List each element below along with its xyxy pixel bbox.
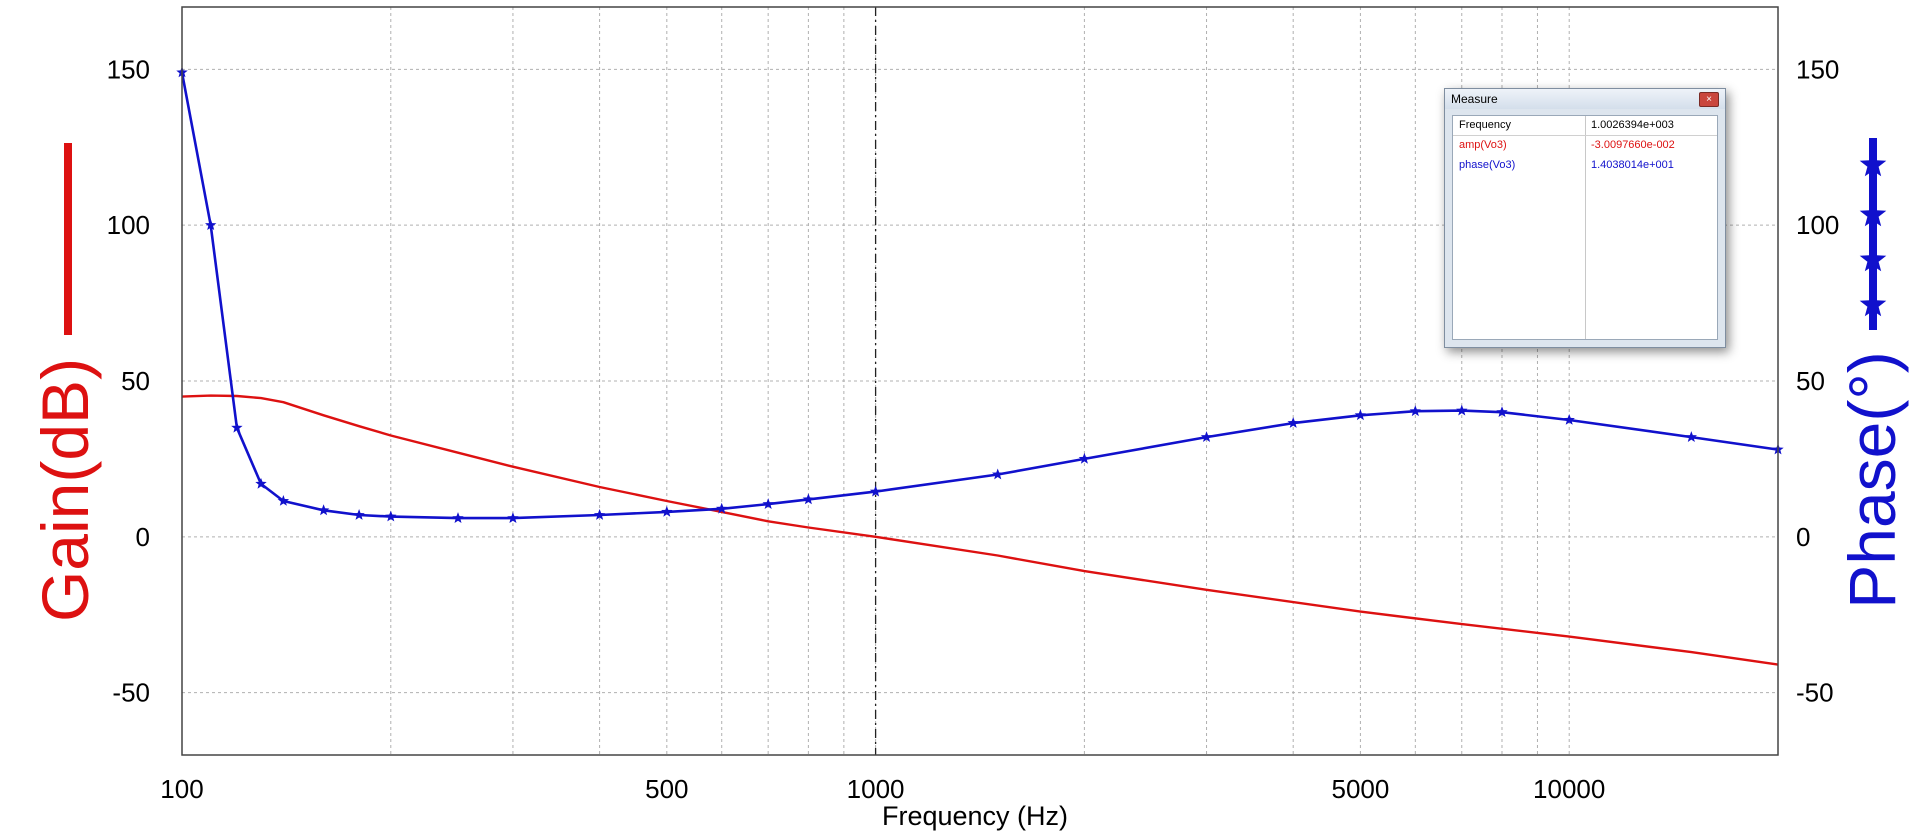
phase-marker (661, 506, 672, 517)
measure-title: Measure (1451, 92, 1498, 106)
y-tick-label-left: 0 (136, 522, 150, 552)
measure-titlebar[interactable]: Measure × (1445, 89, 1725, 109)
phase-legend-line (1860, 138, 1887, 330)
phase-marker (1410, 405, 1421, 416)
phase-marker (353, 509, 364, 520)
y-tick-label-right: 50 (1796, 366, 1825, 396)
measure-table: Frequency 1.0026394e+003 amp(Vo3) -3.009… (1452, 115, 1718, 340)
measure-window[interactable]: Measure × Frequency 1.0026394e+003 amp(V… (1444, 88, 1726, 348)
phase-marker (1288, 417, 1299, 428)
row-value: 1.0026394e+003 (1591, 116, 1674, 135)
x-tick-label: 100 (160, 774, 203, 804)
y-tick-label-right: 150 (1796, 54, 1839, 84)
row-name: amp(Vo3) (1459, 136, 1507, 155)
y-tick-label-right: -50 (1796, 678, 1834, 708)
phase-marker (507, 512, 518, 523)
phase-marker (1686, 431, 1697, 442)
table-row: Frequency 1.0026394e+003 (1453, 116, 1717, 136)
phase-marker (1355, 409, 1366, 420)
gain-line (182, 396, 1778, 665)
left-tick-labels: 150 100 50 0 -50 (107, 54, 150, 707)
left-axis-title-group: Gain(dB) (28, 143, 102, 622)
row-name: phase(Vo3) (1459, 156, 1515, 175)
y-tick-label-left: 100 (107, 210, 150, 240)
phase-marker (452, 512, 463, 523)
right-tick-labels: 150 100 50 0 -50 (1796, 54, 1839, 707)
y-tick-label-right: 0 (1796, 522, 1810, 552)
x-axis-title: Frequency (Hz) (882, 801, 1068, 831)
x-tick-label: 10000 (1533, 774, 1605, 804)
phase-marker (1456, 405, 1467, 416)
row-name: Frequency (1459, 116, 1511, 135)
y-tick-label-left: 150 (107, 54, 150, 84)
phase-marker (318, 504, 329, 515)
y-tick-label-right: 100 (1796, 210, 1839, 240)
y-tick-label-left: -50 (112, 678, 150, 708)
right-axis-title: Phase(°) (1835, 351, 1909, 609)
row-value: -3.0097660e-002 (1591, 136, 1675, 155)
y-tick-label-left: 50 (121, 366, 150, 396)
x-tick-label: 1000 (847, 774, 905, 804)
phase-marker (803, 493, 814, 504)
close-button[interactable]: × (1699, 92, 1719, 107)
left-axis-title: Gain(dB) (28, 358, 102, 622)
phase-marker (1079, 453, 1090, 464)
right-axis-title-group: Phase(°) (1835, 138, 1909, 609)
table-row: phase(Vo3) 1.4038014e+001 (1453, 156, 1717, 175)
phase-marker (992, 469, 1003, 480)
row-value: 1.4038014e+001 (1591, 156, 1674, 175)
x-tick-label: 500 (645, 774, 688, 804)
x-tick-labels: 100 500 1000 5000 10000 (160, 774, 1605, 804)
x-tick-label: 5000 (1331, 774, 1389, 804)
table-row: amp(Vo3) -3.0097660e-002 (1453, 136, 1717, 155)
